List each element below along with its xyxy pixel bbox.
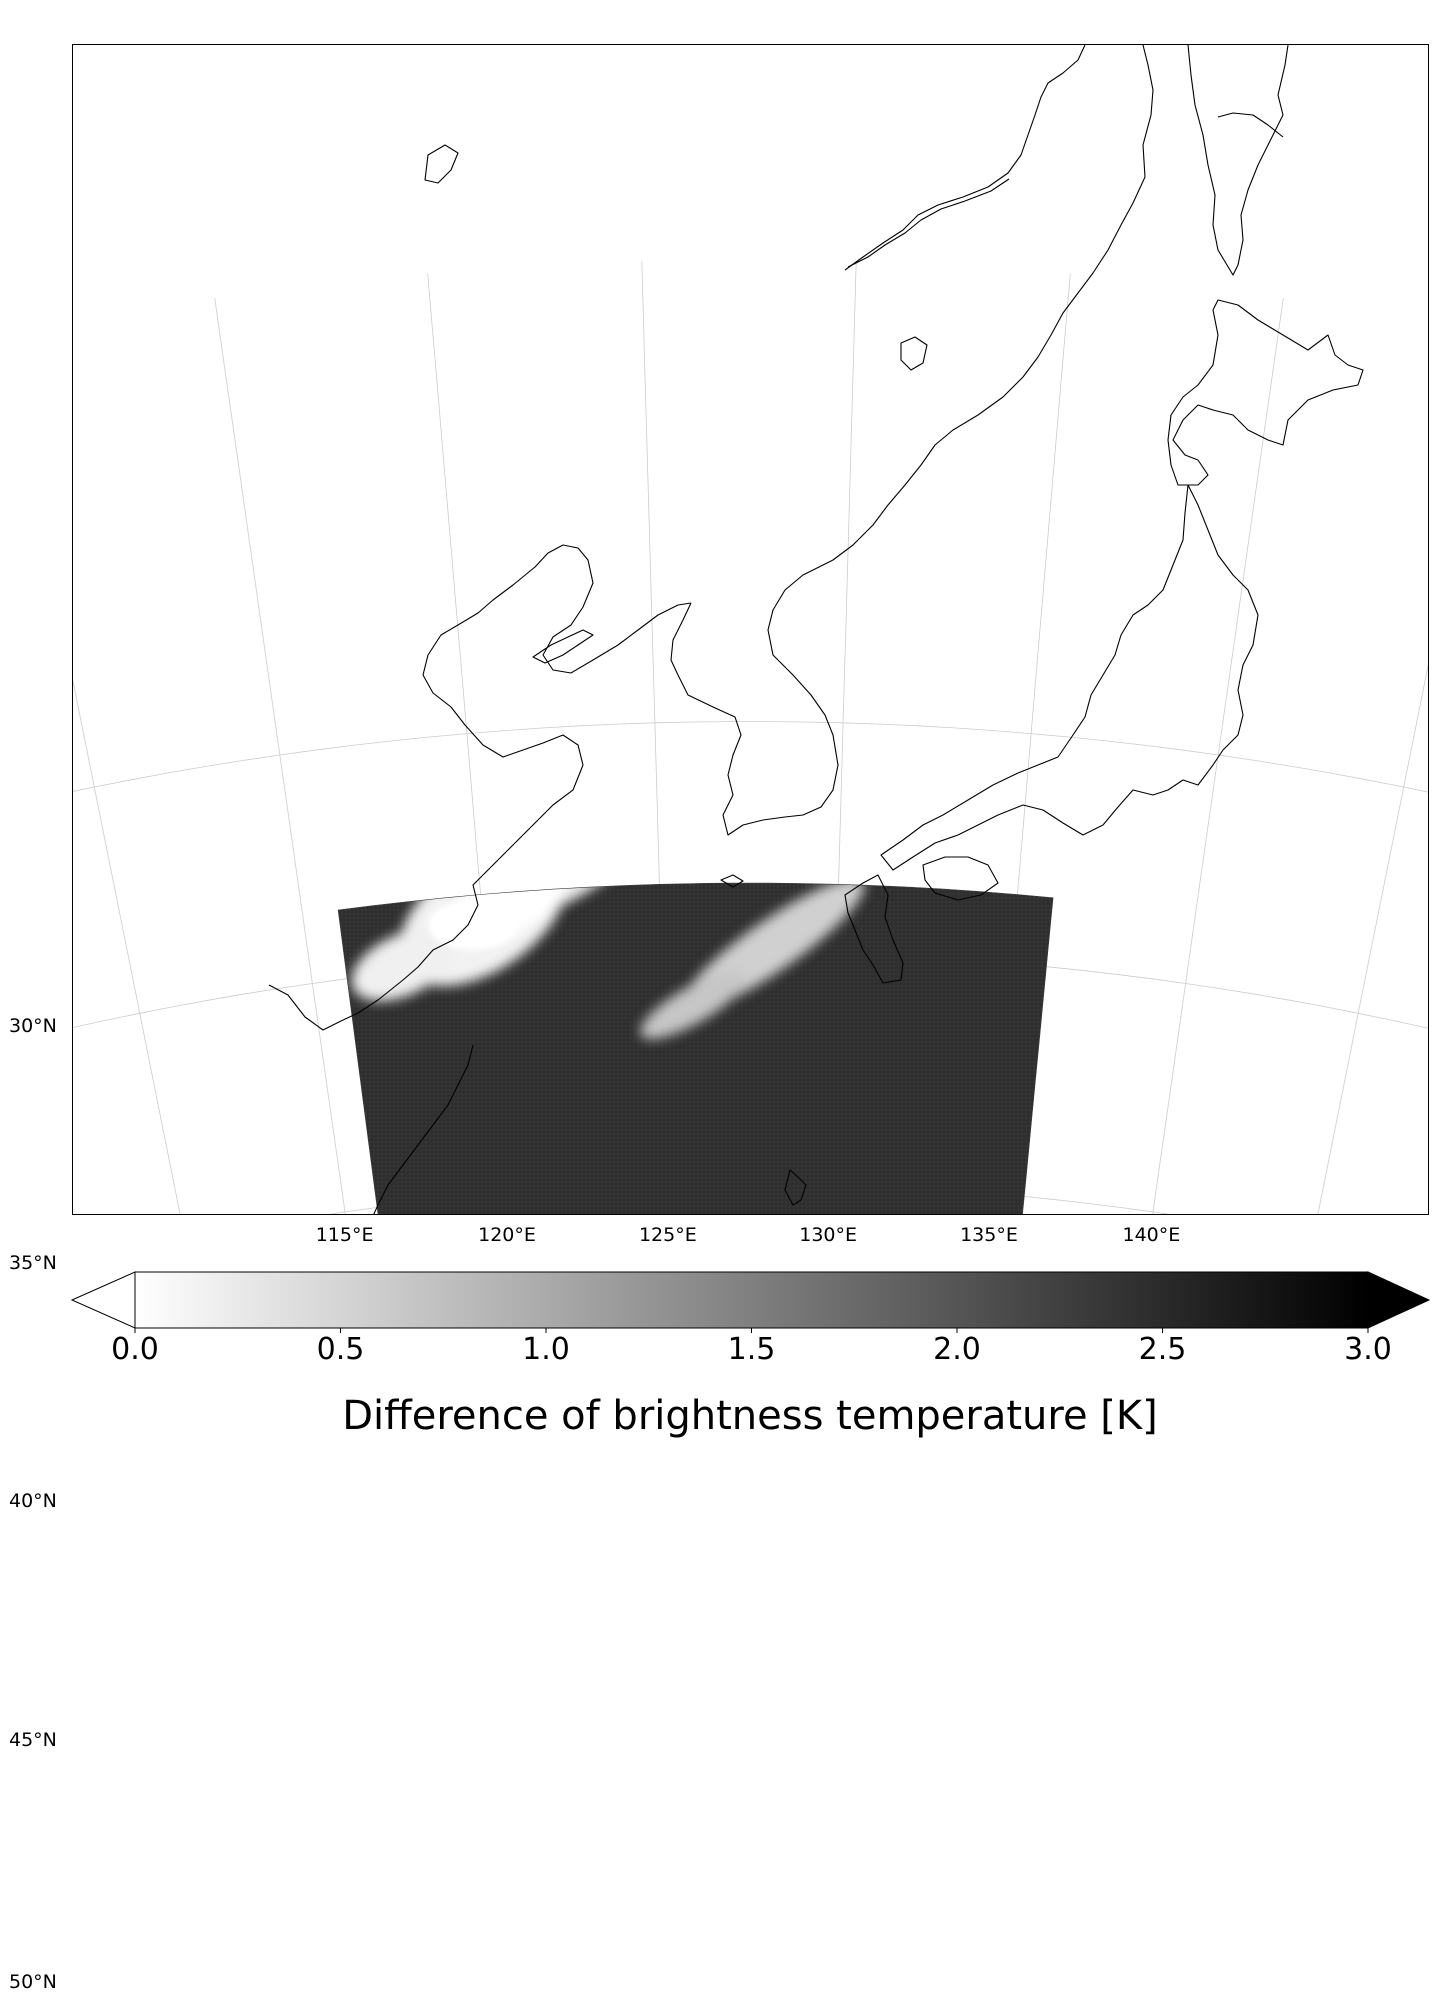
coastline-amur bbox=[844, 45, 1086, 271]
gridline bbox=[828, 261, 857, 1214]
coastline-sakhalin-north bbox=[1217, 112, 1284, 138]
coastline-shikoku bbox=[922, 856, 999, 901]
colorbar-extend-max bbox=[1367, 1271, 1431, 1329]
gridline bbox=[989, 273, 1071, 1214]
gridline bbox=[214, 297, 346, 1214]
lon-label: 115°E bbox=[315, 1224, 374, 1246]
coastline-china-north bbox=[268, 544, 692, 1031]
colorbar-gradient bbox=[134, 1271, 1369, 1329]
coastline-shandong bbox=[532, 629, 594, 664]
colorbar-tick-label: 3.0 bbox=[1344, 1332, 1392, 1367]
coastline-amur-inner bbox=[847, 178, 1010, 268]
lat-label: 50°N bbox=[9, 1971, 57, 1993]
gridline bbox=[427, 273, 509, 1214]
colorbar-label: Difference of brightness temperature [K] bbox=[342, 1393, 1158, 1439]
colorbar-tick-label: 1.0 bbox=[522, 1332, 570, 1367]
coastline-russia-east bbox=[952, 45, 1154, 431]
lon-label: 130°E bbox=[799, 1224, 858, 1246]
coastline-honshu bbox=[880, 484, 1259, 871]
lon-label: 135°E bbox=[960, 1224, 1018, 1246]
coastline-korea bbox=[670, 429, 954, 836]
colorbar-tick-label: 0.0 bbox=[111, 1332, 159, 1367]
lon-label: 120°E bbox=[478, 1224, 536, 1246]
data-domain-background bbox=[338, 883, 1054, 1214]
gridline bbox=[1317, 664, 1428, 1214]
lon-label: 125°E bbox=[638, 1224, 697, 1246]
coastline-china-south bbox=[373, 1044, 474, 1214]
colorbar-tick-label: 2.0 bbox=[933, 1332, 981, 1367]
colorbar-tick-label: 1.5 bbox=[727, 1332, 776, 1367]
coastline-kyushu bbox=[844, 874, 904, 984]
coastlines bbox=[268, 45, 1364, 1214]
cloud-band-detail bbox=[428, 900, 518, 950]
map-canvas bbox=[73, 45, 1429, 1215]
gridline bbox=[641, 261, 670, 1214]
coastline-hokkaido bbox=[1167, 299, 1364, 486]
gridline bbox=[73, 383, 318, 1215]
gridline bbox=[1152, 297, 1284, 1214]
coastline-island-north bbox=[424, 144, 459, 184]
gridline bbox=[73, 721, 1428, 793]
lat-label: 45°N bbox=[9, 1729, 57, 1752]
map-panel bbox=[72, 44, 1429, 1215]
lat-label: 30°N bbox=[9, 1014, 57, 1037]
data-domain-outline bbox=[337, 882, 1054, 1214]
lat-label: 40°N bbox=[9, 1489, 57, 1512]
colorbar-tick-label: 2.5 bbox=[1138, 1332, 1187, 1367]
coastline-lake bbox=[900, 336, 928, 371]
coastline-sakhalin-west bbox=[1187, 45, 1289, 276]
colorbar-extend-min bbox=[70, 1271, 136, 1329]
brightness-temperature-field bbox=[338, 883, 1054, 1214]
lat-label: 35°N bbox=[9, 1251, 57, 1274]
gridline bbox=[1180, 383, 1429, 1215]
lon-label: 140°E bbox=[1122, 1224, 1181, 1246]
colorbar-tick-label: 0.5 bbox=[316, 1332, 365, 1367]
coastline-taiwan bbox=[784, 1169, 807, 1206]
coastline-jeju bbox=[720, 874, 744, 888]
